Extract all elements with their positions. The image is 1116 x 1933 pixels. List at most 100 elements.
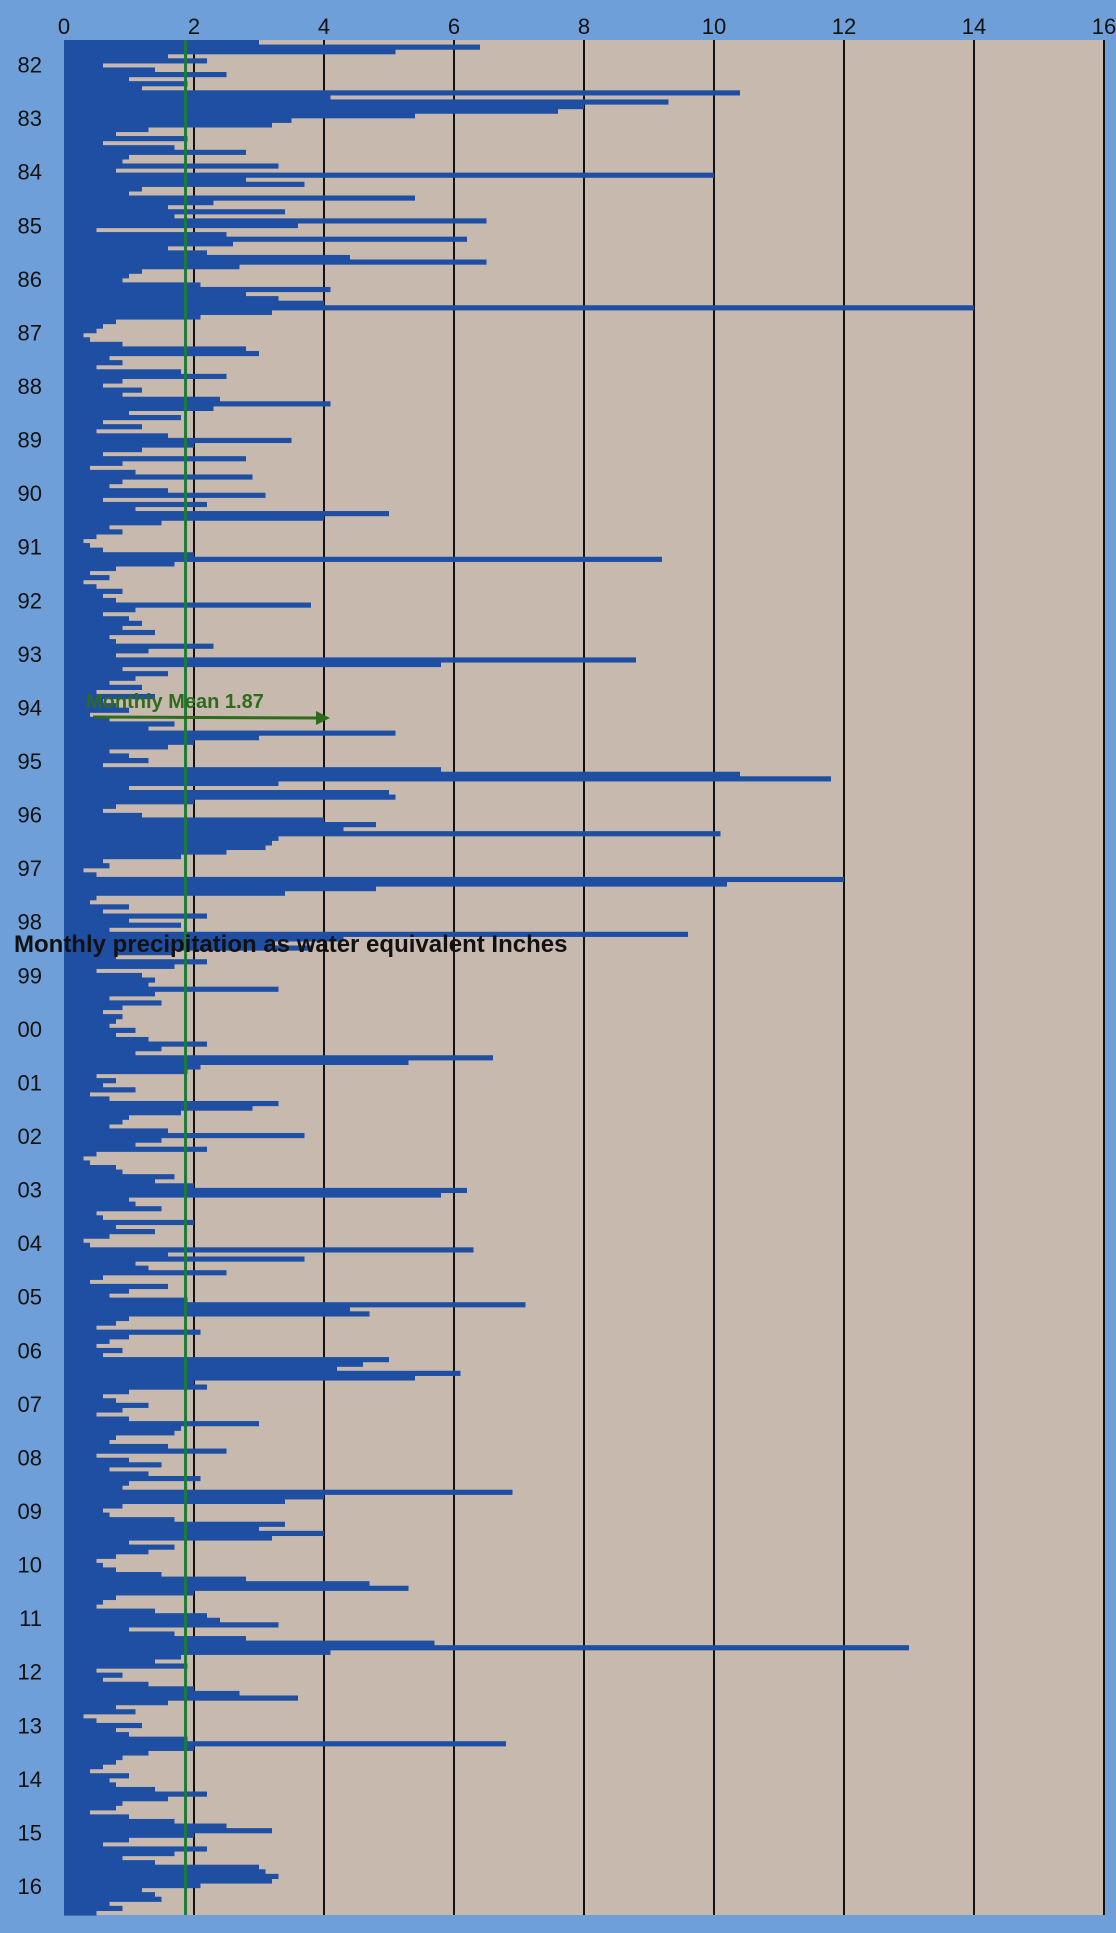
bar	[64, 790, 389, 796]
bar	[64, 1032, 116, 1038]
bar	[64, 602, 311, 608]
bar	[64, 1690, 240, 1697]
bar	[64, 1338, 110, 1344]
x-tick-label: 05	[18, 1285, 42, 1310]
bar	[64, 831, 721, 837]
bar	[64, 1782, 116, 1788]
bar	[64, 1288, 129, 1294]
bar	[64, 1677, 103, 1683]
bar	[64, 1786, 155, 1793]
bar	[64, 1837, 129, 1843]
bar	[64, 1416, 129, 1422]
bar	[64, 840, 272, 846]
bar	[64, 1443, 168, 1450]
bar	[64, 1265, 149, 1271]
bar	[64, 1046, 162, 1052]
bar	[64, 675, 136, 681]
bar	[64, 945, 311, 951]
bar	[64, 1178, 155, 1184]
bar	[64, 268, 142, 274]
bar	[64, 136, 188, 142]
bar	[64, 625, 123, 631]
bar	[64, 1238, 84, 1244]
bar	[64, 245, 168, 251]
bar	[64, 1736, 188, 1742]
bar	[64, 1498, 285, 1505]
bar	[64, 1901, 110, 1907]
bar	[64, 186, 142, 192]
bar	[64, 488, 168, 494]
bar	[64, 1261, 136, 1267]
y-tick-label: 10	[702, 14, 726, 39]
bar	[64, 1878, 272, 1884]
bar	[64, 666, 123, 672]
bar	[64, 474, 253, 480]
bar	[64, 1828, 272, 1834]
bar	[64, 552, 194, 558]
bar	[64, 1210, 97, 1216]
bar	[64, 1759, 116, 1765]
bar	[64, 1905, 123, 1912]
bar	[64, 547, 103, 553]
bar	[64, 822, 376, 828]
bar	[64, 282, 201, 288]
bar	[64, 529, 123, 535]
bar	[64, 337, 90, 343]
bar	[64, 721, 175, 727]
bar	[64, 785, 129, 791]
bar	[64, 936, 344, 942]
bar	[64, 707, 129, 713]
bar	[64, 817, 324, 823]
bar	[64, 126, 149, 133]
bar	[64, 346, 246, 352]
bar	[64, 76, 129, 82]
bar	[64, 1613, 207, 1619]
bar	[64, 1434, 116, 1440]
bar	[64, 1192, 441, 1198]
bar	[64, 1347, 123, 1354]
bar	[64, 1526, 259, 1532]
bar	[64, 222, 298, 229]
bar	[64, 515, 324, 521]
bar	[64, 1910, 97, 1916]
x-tick-label: 03	[18, 1178, 42, 1203]
bar	[64, 1645, 909, 1651]
bar	[64, 780, 279, 787]
bar	[64, 735, 259, 741]
bar	[64, 209, 285, 215]
x-tick-label: 93	[18, 642, 42, 667]
bar	[64, 1686, 194, 1692]
bar	[64, 1832, 194, 1838]
bar	[64, 447, 142, 453]
bar	[64, 1283, 168, 1290]
y-tick-label: 14	[962, 14, 986, 39]
bar	[64, 1722, 142, 1729]
bar	[64, 1507, 103, 1514]
bar	[64, 1096, 110, 1102]
bar	[64, 291, 246, 297]
bar	[64, 40, 259, 46]
x-tick-label: 94	[18, 695, 42, 720]
bar	[64, 58, 207, 64]
x-tick-label: 02	[18, 1124, 42, 1149]
bar	[64, 1768, 90, 1774]
bar	[64, 899, 90, 905]
bar	[64, 959, 207, 965]
bar	[64, 1123, 110, 1130]
y-tick-label: 4	[318, 14, 330, 39]
x-tick-label: 90	[18, 481, 42, 506]
mean-annotation-arrowhead	[316, 711, 330, 725]
bar	[64, 1306, 350, 1312]
bar	[64, 570, 90, 576]
bar	[64, 995, 110, 1001]
bar	[64, 1036, 149, 1043]
bar	[64, 812, 142, 819]
bar	[64, 1279, 90, 1285]
bar	[64, 1663, 188, 1669]
bar	[64, 767, 441, 773]
bar	[64, 172, 714, 178]
bar	[64, 968, 97, 974]
bar	[64, 149, 246, 155]
bar	[64, 1631, 175, 1637]
bar	[64, 616, 129, 622]
